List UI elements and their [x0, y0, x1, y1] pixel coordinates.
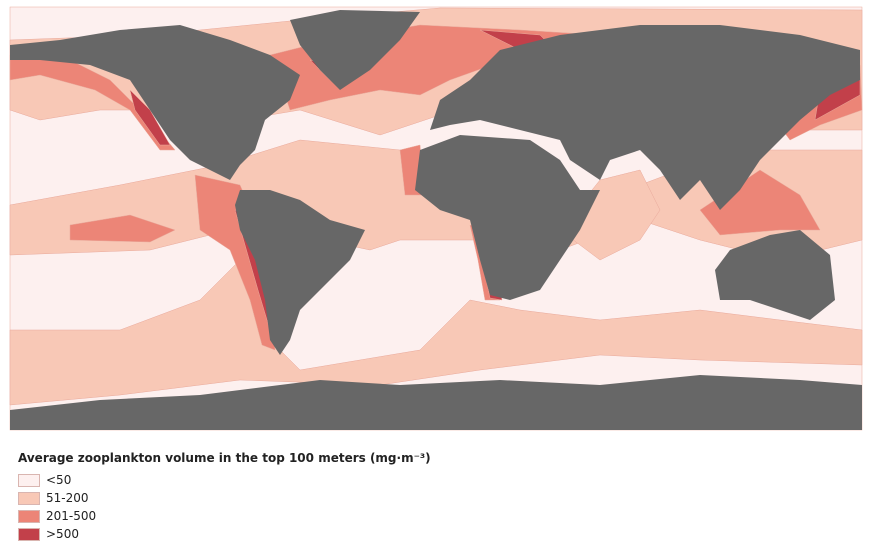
legend-swatch	[18, 527, 40, 541]
zone-high	[699, 169, 821, 236]
legend-item: 201-500	[18, 509, 96, 523]
eurasia	[430, 25, 860, 210]
legend-label: 201-500	[46, 509, 97, 523]
legend-title: Average zooplankton volume in the top 10…	[18, 451, 431, 465]
legend-swatch	[18, 491, 40, 505]
australia	[715, 230, 835, 320]
legend-label: >500	[46, 527, 79, 541]
greenland	[290, 10, 420, 90]
map	[9, 6, 863, 431]
antarctica	[10, 375, 862, 430]
zone-very-high	[129, 89, 171, 146]
legend-swatch	[18, 509, 40, 523]
legend-item: 51-200	[18, 491, 89, 505]
africa	[415, 135, 600, 300]
legend-swatch	[18, 473, 40, 487]
south-america	[235, 190, 365, 355]
legend-label: <50	[46, 473, 72, 487]
zone-high	[69, 214, 176, 243]
legend-item: <50	[18, 473, 71, 487]
land	[10, 10, 862, 430]
legend-item: >500	[18, 527, 79, 541]
north-america	[10, 25, 300, 180]
legend-label: 51-200	[46, 491, 89, 505]
